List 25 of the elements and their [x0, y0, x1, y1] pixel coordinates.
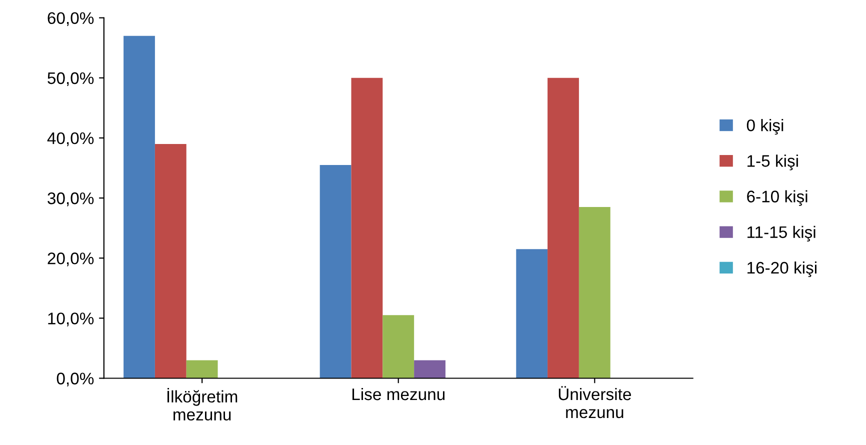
bar	[382, 315, 414, 378]
bar	[516, 249, 548, 378]
x-tick-label: Lise mezunu	[352, 388, 445, 400]
bar	[414, 360, 446, 378]
y-tick-label: 10,0%	[48, 312, 94, 326]
y-tick-label: 20,0%	[48, 252, 94, 266]
legend-label: 16-20 kişi	[748, 261, 816, 278]
bar	[186, 360, 218, 378]
y-tick-label: 0,0%	[56, 372, 94, 386]
y-tick-label: 30,0%	[48, 192, 94, 206]
bar	[548, 78, 579, 378]
x-tick-label: Üniversite mezunu	[558, 386, 631, 418]
legend-label: 0 kişi	[746, 119, 784, 135]
bar	[351, 78, 383, 378]
bar	[154, 144, 186, 378]
y-tick-label: 40,0%	[47, 132, 94, 146]
legend-label: 1-5 kişi	[748, 154, 798, 170]
legend-label: 6-10 kişi	[747, 190, 808, 206]
bar	[124, 36, 155, 378]
x-tick-label: İlköğretim mezunu	[167, 388, 238, 420]
y-tick-label: 50,0%	[48, 72, 94, 86]
bar	[320, 164, 352, 378]
y-tick-label: 60,0%	[48, 12, 94, 26]
legend-label: 11-15 kişi	[748, 226, 816, 242]
bar	[578, 207, 610, 378]
